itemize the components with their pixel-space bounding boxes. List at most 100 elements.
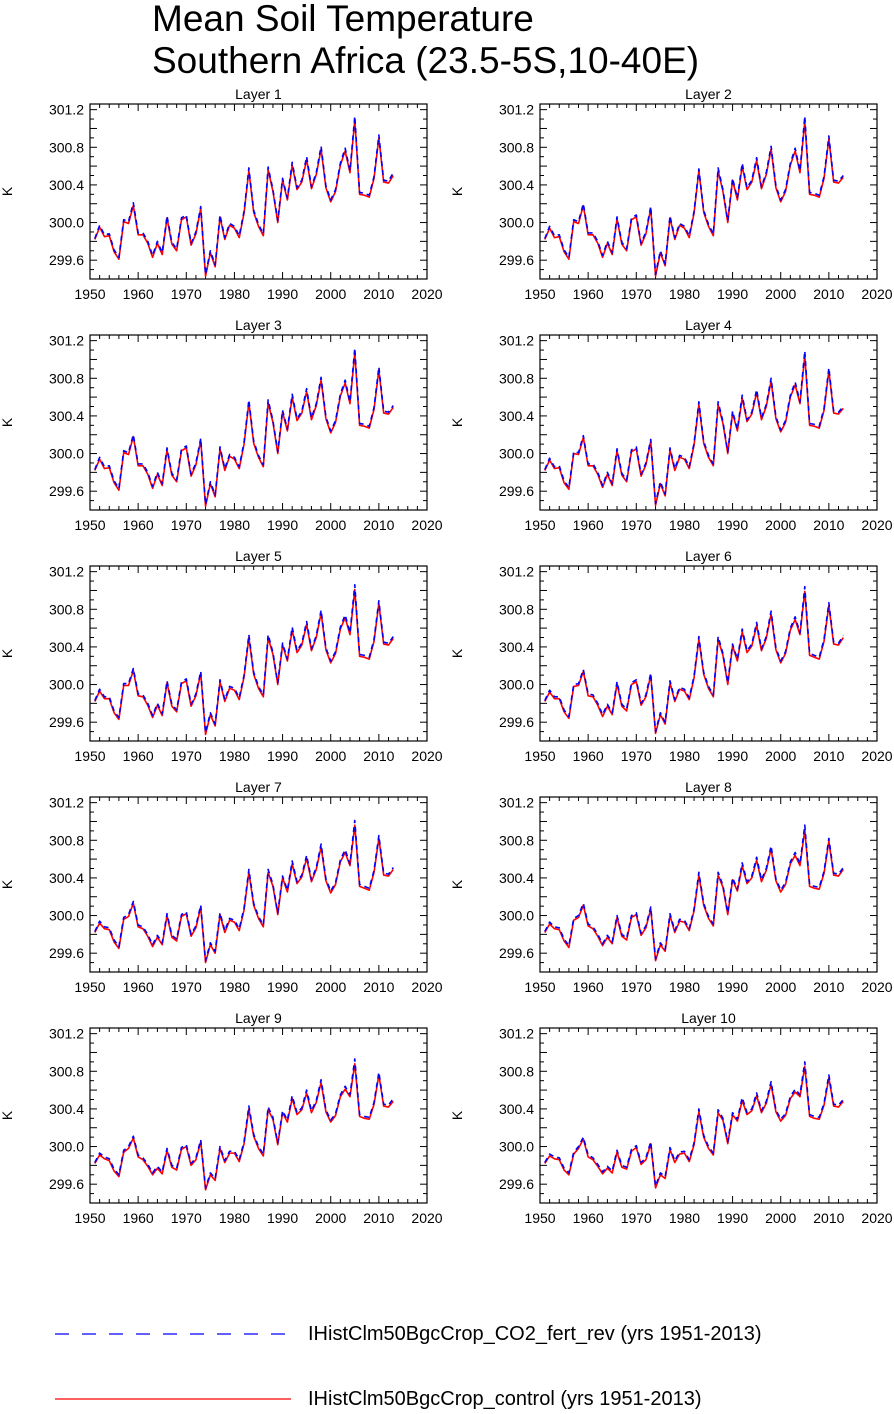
panel-title: Layer 4 xyxy=(685,317,732,333)
x-tick-label: 1950 xyxy=(74,286,105,302)
y-tick-label: 300.8 xyxy=(49,832,84,848)
x-tick-label: 2000 xyxy=(315,1210,346,1226)
x-tick-label: 2000 xyxy=(315,286,346,302)
y-tick-label: 300.4 xyxy=(49,1101,84,1117)
x-tick-label: 2020 xyxy=(411,979,442,995)
x-tick-label: 1980 xyxy=(219,979,250,995)
series-line-control xyxy=(94,588,394,736)
x-tick-label: 1950 xyxy=(74,979,105,995)
x-tick-label: 2000 xyxy=(765,1210,796,1226)
series-line-control xyxy=(544,590,844,735)
panel-title: Layer 6 xyxy=(685,548,732,564)
y-axis-label: K xyxy=(449,879,465,889)
x-tick-label: 1950 xyxy=(74,748,105,764)
x-tick-label: 1950 xyxy=(74,517,105,533)
y-tick-label: 300.4 xyxy=(499,408,534,424)
panel-1: Layer 1 1950 1960 1970 1980 1990 2000 2010 2020 2… xyxy=(0,86,443,302)
x-tick-label: 1990 xyxy=(267,748,298,764)
x-tick-label: 1970 xyxy=(621,1210,652,1226)
y-tick-label: 300.4 xyxy=(49,870,84,886)
x-tick-label: 1970 xyxy=(171,286,202,302)
x-tick-label: 1980 xyxy=(219,748,250,764)
series-line-co2-fert-rev xyxy=(94,584,394,734)
plot-frame xyxy=(539,334,878,511)
panel-10: Layer 10 1950 1960 1970 1980 1990 2000 2010 2020… xyxy=(449,1010,893,1226)
panel-8: Layer 8 1950 1960 1970 1980 1990 2000 2010 2020 2… xyxy=(449,779,893,995)
x-tick-label: 1990 xyxy=(267,1210,298,1226)
series-line-control xyxy=(544,120,844,277)
y-tick-label: 301.2 xyxy=(49,1026,84,1042)
x-tick-label: 1990 xyxy=(717,748,748,764)
series-line-co2-fert-rev xyxy=(544,350,844,505)
y-tick-label: 301.2 xyxy=(49,564,84,580)
x-tick-label: 1980 xyxy=(219,286,250,302)
y-axis-label: K xyxy=(0,1110,15,1120)
x-tick-label: 1950 xyxy=(524,286,555,302)
panel-5: Layer 5 1950 1960 1970 1980 1990 2000 2010 2020 2… xyxy=(0,548,443,764)
y-tick-label: 300.0 xyxy=(499,908,534,924)
y-tick-label: 300.0 xyxy=(499,215,534,231)
y-axis-label: K xyxy=(0,417,15,427)
x-tick-label: 2020 xyxy=(411,1210,442,1226)
plot-frame xyxy=(89,334,428,511)
x-tick-label: 1960 xyxy=(573,1210,604,1226)
x-tick-label: 1950 xyxy=(524,517,555,533)
x-tick-label: 2020 xyxy=(861,517,892,533)
y-tick-label: 300.0 xyxy=(499,677,534,693)
legend-label-co2-fert-rev: IHistClm50BgcCrop_CO2_fert_rev (yrs 1951… xyxy=(308,1323,762,1345)
y-tick-label: 299.6 xyxy=(49,714,84,730)
y-tick-label: 301.2 xyxy=(499,564,534,580)
x-tick-label: 1990 xyxy=(717,517,748,533)
y-tick-label: 300.8 xyxy=(49,139,84,155)
x-tick-label: 1970 xyxy=(171,517,202,533)
y-tick-label: 299.6 xyxy=(49,252,84,268)
x-tick-label: 2020 xyxy=(411,286,442,302)
legend-item-control: IHistClm50BgcCrop_control (yrs 1951-2013… xyxy=(55,1384,875,1414)
y-tick-label: 300.8 xyxy=(499,139,534,155)
panel-3: Layer 3 1950 1960 1970 1980 1990 2000 2010 2020 2… xyxy=(0,317,443,533)
series-line-co2-fert-rev xyxy=(94,115,394,276)
x-tick-label: 1990 xyxy=(717,1210,748,1226)
y-tick-label: 300.8 xyxy=(499,832,534,848)
series-line-co2-fert-rev xyxy=(94,1058,394,1189)
legend-label-control: IHistClm50BgcCrop_control (yrs 1951-2013… xyxy=(308,1388,702,1410)
x-tick-label: 1980 xyxy=(669,748,700,764)
y-tick-label: 299.6 xyxy=(49,1176,84,1192)
y-axis-label: K xyxy=(0,879,15,889)
x-tick-label: 1950 xyxy=(524,979,555,995)
x-tick-label: 1970 xyxy=(621,286,652,302)
panel-7: Layer 7 1950 1960 1970 1980 1990 2000 2010 2020 2… xyxy=(0,779,443,995)
panel-9: Layer 9 1950 1960 1970 1980 1990 2000 2010 2020 2… xyxy=(0,1010,443,1226)
series-line-co2-fert-rev xyxy=(544,1061,844,1187)
x-tick-label: 1960 xyxy=(123,286,154,302)
x-tick-label: 1990 xyxy=(717,979,748,995)
x-tick-label: 2000 xyxy=(765,517,796,533)
panel-title: Layer 7 xyxy=(235,779,282,795)
plot-frame xyxy=(89,1027,428,1204)
panel-title: Layer 3 xyxy=(235,317,282,333)
x-tick-label: 1970 xyxy=(621,748,652,764)
y-tick-label: 300.0 xyxy=(499,1139,534,1155)
x-tick-label: 1950 xyxy=(524,748,555,764)
y-tick-label: 299.6 xyxy=(49,945,84,961)
x-tick-label: 2020 xyxy=(411,517,442,533)
panel-2: Layer 2 1950 1960 1970 1980 1990 2000 2010 2020 2… xyxy=(449,86,893,302)
plot-frame xyxy=(539,796,878,973)
x-tick-label: 1970 xyxy=(171,979,202,995)
x-tick-label: 2010 xyxy=(813,979,844,995)
x-tick-label: 2020 xyxy=(861,748,892,764)
series-line-control xyxy=(94,352,394,508)
y-tick-label: 299.6 xyxy=(49,483,84,499)
x-tick-label: 1990 xyxy=(717,286,748,302)
y-tick-label: 300.8 xyxy=(49,370,84,386)
y-tick-label: 300.4 xyxy=(499,870,534,886)
x-tick-label: 2000 xyxy=(765,979,796,995)
y-tick-label: 301.2 xyxy=(499,1026,534,1042)
x-tick-label: 2010 xyxy=(813,748,844,764)
plot-frame xyxy=(89,796,428,973)
plot-frame xyxy=(539,565,878,742)
x-tick-label: 2020 xyxy=(411,748,442,764)
x-tick-label: 1990 xyxy=(267,286,298,302)
x-tick-label: 1960 xyxy=(573,517,604,533)
y-axis-label: K xyxy=(449,417,465,427)
